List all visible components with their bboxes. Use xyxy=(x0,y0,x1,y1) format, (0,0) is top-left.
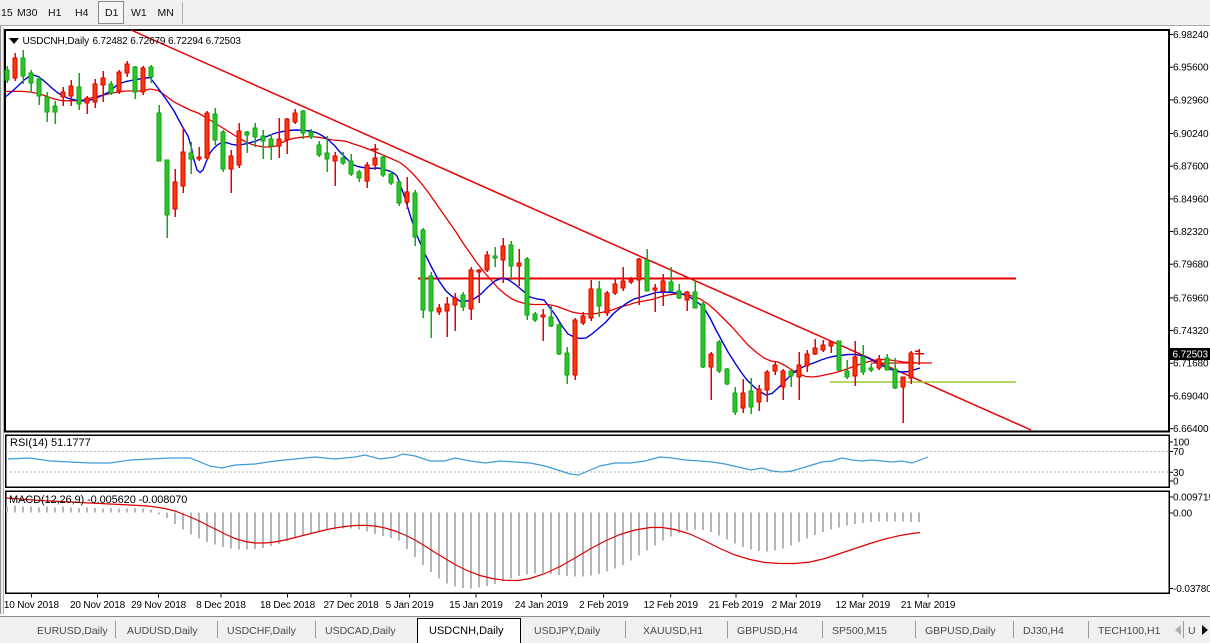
svg-text:6.82320: 6.82320 xyxy=(1173,227,1209,238)
svg-text:21 Mar 2019: 21 Mar 2019 xyxy=(901,600,956,611)
svg-text:RSI(14) 51.1777: RSI(14) 51.1777 xyxy=(10,437,91,449)
svg-text:H4: H4 xyxy=(75,7,89,19)
svg-text:6.71680: 6.71680 xyxy=(1173,359,1209,370)
svg-text:6.87600: 6.87600 xyxy=(1173,162,1209,173)
svg-text:USDCNH,Daily: USDCNH,Daily xyxy=(23,36,90,47)
svg-text:18 Dec 2018: 18 Dec 2018 xyxy=(260,600,316,611)
svg-text:0.00: 0.00 xyxy=(1173,509,1193,520)
svg-text:8 Dec 2018: 8 Dec 2018 xyxy=(196,600,246,611)
svg-text:6.84960: 6.84960 xyxy=(1173,194,1209,205)
svg-text:70: 70 xyxy=(1173,447,1184,458)
svg-text:27 Dec 2018: 27 Dec 2018 xyxy=(323,600,379,611)
svg-text:0: 0 xyxy=(1173,477,1179,488)
svg-text:6.92960: 6.92960 xyxy=(1173,95,1209,106)
svg-text:6.72482 6.72679 6.72294 6.7250: 6.72482 6.72679 6.72294 6.72503 xyxy=(93,36,242,47)
svg-text:21 Feb 2019: 21 Feb 2019 xyxy=(709,600,764,611)
svg-text:GBPUSD,H4: GBPUSD,H4 xyxy=(737,625,798,637)
svg-text:20 Nov 2018: 20 Nov 2018 xyxy=(70,600,126,611)
svg-text:10 Nov 2018: 10 Nov 2018 xyxy=(4,600,60,611)
svg-text:6.98240: 6.98240 xyxy=(1173,30,1209,41)
svg-text:15 Jan 2019: 15 Jan 2019 xyxy=(449,600,503,611)
svg-text:100: 100 xyxy=(1173,438,1190,449)
svg-text:M30: M30 xyxy=(17,7,38,19)
svg-text:6.69040: 6.69040 xyxy=(1173,391,1209,402)
svg-text:0.009719: 0.009719 xyxy=(1173,493,1210,504)
svg-text:DJ30,H4: DJ30,H4 xyxy=(1023,625,1064,637)
svg-text:USDJPY,Daily: USDJPY,Daily xyxy=(534,625,601,637)
svg-text:5 Jan 2019: 5 Jan 2019 xyxy=(386,600,435,611)
svg-text:2 Mar 2019: 2 Mar 2019 xyxy=(772,600,822,611)
svg-text:29 Nov 2018: 29 Nov 2018 xyxy=(131,600,187,611)
svg-text:6.90240: 6.90240 xyxy=(1173,129,1209,140)
svg-text:6.66400: 6.66400 xyxy=(1173,424,1209,435)
svg-text:D1: D1 xyxy=(105,7,119,19)
svg-text:MACD(12,26,9) -0.005620 -0.008: MACD(12,26,9) -0.005620 -0.008070 xyxy=(9,494,187,506)
svg-text:24 Jan 2019: 24 Jan 2019 xyxy=(515,600,569,611)
svg-text:6.74320: 6.74320 xyxy=(1173,326,1209,337)
svg-text:15: 15 xyxy=(1,7,13,19)
svg-text:SP500,M15: SP500,M15 xyxy=(832,625,887,637)
svg-text:6.79680: 6.79680 xyxy=(1173,260,1209,271)
svg-text:XAUUSD,H1: XAUUSD,H1 xyxy=(643,625,703,637)
svg-text:6.76960: 6.76960 xyxy=(1173,293,1209,304)
svg-text:6.72503: 6.72503 xyxy=(1173,350,1209,361)
svg-text:USDCNH,Daily: USDCNH,Daily xyxy=(429,625,504,637)
svg-text:TECH100,H1: TECH100,H1 xyxy=(1098,625,1161,637)
svg-text:12 Mar 2019: 12 Mar 2019 xyxy=(836,600,891,611)
svg-text:-0.037809: -0.037809 xyxy=(1173,584,1210,595)
svg-text:W1: W1 xyxy=(131,7,147,19)
svg-text:U: U xyxy=(1188,625,1196,637)
svg-text:EURUSD,Daily: EURUSD,Daily xyxy=(37,625,108,637)
svg-text:GBPUSD,Daily: GBPUSD,Daily xyxy=(925,625,996,637)
svg-text:AUDUSD,Daily: AUDUSD,Daily xyxy=(127,625,198,637)
svg-text:12 Feb 2019: 12 Feb 2019 xyxy=(643,600,698,611)
svg-text:30: 30 xyxy=(1173,468,1184,479)
svg-text:MN: MN xyxy=(158,7,174,19)
svg-text:USDCAD,Daily: USDCAD,Daily xyxy=(325,625,396,637)
svg-text:6.95600: 6.95600 xyxy=(1173,63,1209,74)
svg-text:2 Feb 2019: 2 Feb 2019 xyxy=(579,600,629,611)
svg-text:H1: H1 xyxy=(48,7,62,19)
svg-text:USDCHF,Daily: USDCHF,Daily xyxy=(227,625,297,637)
